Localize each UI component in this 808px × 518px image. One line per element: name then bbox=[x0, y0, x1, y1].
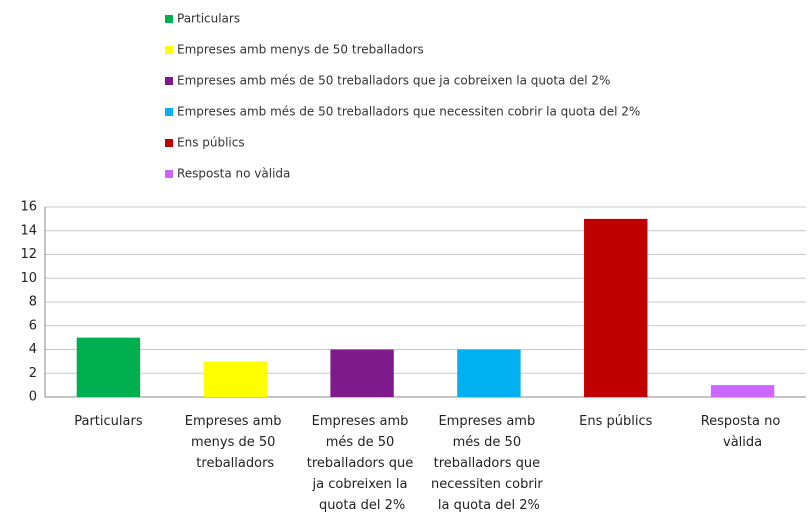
x-tick-label: Empreses amb més de 50 treballadors que … bbox=[307, 414, 418, 513]
legend-swatch bbox=[165, 15, 173, 23]
bar bbox=[330, 349, 394, 397]
x-tick-label: Empreses amb més de 50 treballadors que … bbox=[431, 414, 547, 513]
legend-swatch bbox=[165, 139, 173, 147]
legend-label: Resposta no vàlida bbox=[177, 167, 290, 181]
y-tick-label: 0 bbox=[29, 390, 37, 405]
bar bbox=[457, 349, 521, 397]
legend-swatch bbox=[165, 170, 173, 178]
legend-label: Empreses amb més de 50 treballadors que … bbox=[177, 105, 640, 119]
legend-label: Particulars bbox=[177, 12, 240, 26]
y-tick-label: 2 bbox=[29, 366, 37, 381]
bar bbox=[584, 218, 648, 397]
legend-label: Ens públics bbox=[177, 136, 245, 150]
legend-label: Empreses amb més de 50 treballadors que … bbox=[177, 74, 610, 88]
x-tick-label: Particulars bbox=[74, 414, 143, 429]
y-tick-label: 12 bbox=[20, 247, 37, 262]
y-tick-label: 14 bbox=[20, 223, 37, 238]
bar bbox=[203, 361, 267, 397]
bar bbox=[710, 385, 775, 397]
bar bbox=[76, 337, 141, 397]
legend-label: Empreses amb menys de 50 treballadors bbox=[177, 43, 424, 57]
x-tick-label: Resposta no vàlida bbox=[701, 414, 785, 450]
x-tick-label: Ens públics bbox=[579, 414, 652, 429]
y-tick-label: 6 bbox=[29, 318, 37, 333]
x-tick-label: Empreses amb menys de 50 treballadors bbox=[185, 414, 286, 471]
y-tick-label: 4 bbox=[29, 342, 37, 357]
y-tick-label: 10 bbox=[20, 271, 37, 286]
y-tick-label: 8 bbox=[29, 295, 37, 310]
legend-swatch bbox=[165, 77, 173, 85]
y-tick-label: 16 bbox=[20, 200, 37, 215]
legend-swatch bbox=[165, 46, 173, 54]
legend-swatch bbox=[165, 108, 173, 116]
